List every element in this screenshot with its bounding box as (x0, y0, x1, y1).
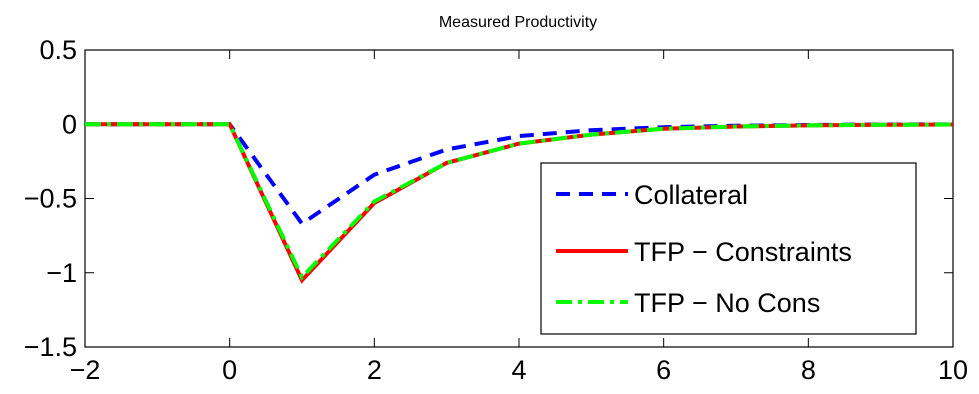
legend-label: Collateral (634, 180, 748, 210)
y-tick-label: −1 (46, 258, 77, 288)
series-lines (85, 122, 954, 284)
x-tick-label: −2 (70, 355, 101, 385)
series-line (85, 122, 954, 281)
legend-label: TFP − No Cons (634, 288, 820, 318)
x-tick-label: 0 (222, 355, 237, 385)
legend: Collateral TFP − Constraints TFP − No Cons (540, 162, 917, 335)
x-tick-label: 4 (511, 355, 526, 385)
y-tick-label: −1.5 (24, 332, 77, 362)
x-tick-label: 6 (656, 355, 671, 385)
y-tick-label: −0.5 (24, 184, 77, 214)
legend-box (540, 162, 917, 335)
x-tick-label: 2 (367, 355, 382, 385)
chart-title: Measured Productivity (439, 14, 597, 31)
y-tick-label: 0.5 (39, 35, 77, 65)
x-tick-label: 8 (801, 355, 816, 385)
legend-label: TFP − Constraints (634, 237, 852, 267)
y-tick-label: 0 (62, 109, 77, 139)
x-tick-label: 10 (938, 355, 968, 385)
